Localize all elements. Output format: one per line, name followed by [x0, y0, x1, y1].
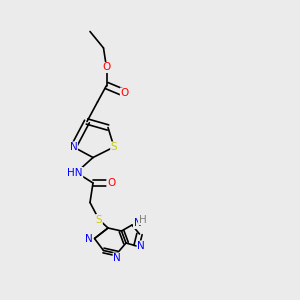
- Text: N: N: [137, 241, 145, 251]
- Text: HN: HN: [67, 167, 83, 178]
- Text: O: O: [107, 178, 115, 188]
- Text: S: S: [96, 214, 102, 225]
- Text: H: H: [139, 214, 146, 225]
- Text: O: O: [120, 88, 129, 98]
- Text: N: N: [70, 142, 77, 152]
- Text: O: O: [102, 62, 111, 73]
- Text: N: N: [85, 233, 93, 244]
- Text: N: N: [113, 253, 121, 263]
- Text: S: S: [111, 142, 117, 152]
- Text: N: N: [134, 218, 141, 229]
